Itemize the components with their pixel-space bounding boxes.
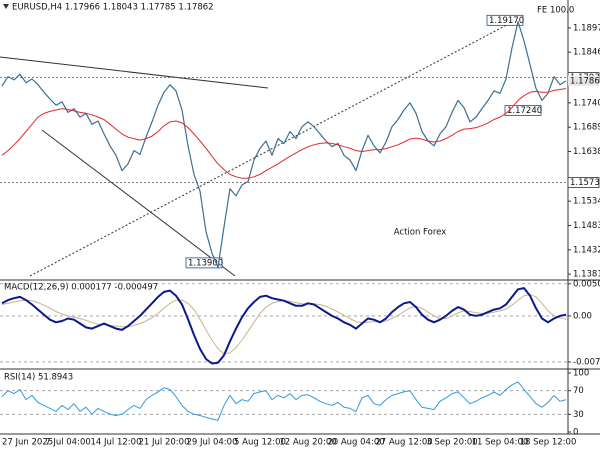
trendline bbox=[41, 129, 236, 277]
y-tick-label: 1.18460 bbox=[573, 48, 600, 58]
y-tick-label: 1.14830 bbox=[573, 221, 600, 231]
x-tick-label: 27 Aug 12:00 bbox=[375, 438, 432, 448]
y-tick-label: 1.15340 bbox=[573, 197, 600, 207]
x-tick-label: 3 Sep 20:00 bbox=[426, 438, 477, 448]
plot-layer: EURUSD,H4 1.17966 1.18043 1.17785 1.1786… bbox=[0, 3, 600, 448]
x-tick-label: 7 Jul 04:00 bbox=[45, 438, 91, 448]
x-tick-label: 5 Aug 12:00 bbox=[234, 438, 286, 448]
fe-label: FE 100.0 bbox=[537, 6, 574, 16]
series-line bbox=[1, 381, 567, 421]
y-tick-label: 70 bbox=[573, 386, 584, 396]
x-tick-label: 14 Jul 12:00 bbox=[91, 438, 142, 448]
level-box bbox=[185, 257, 223, 269]
level-label: 1.13900 bbox=[188, 258, 223, 268]
y-tick-label: -0.007261 bbox=[573, 357, 600, 367]
x-tick-label: 27 Jun 2025 bbox=[2, 438, 53, 448]
x-tick-label: 18 Sep 12:00 bbox=[520, 438, 577, 448]
y-tick-label: 1.13810 bbox=[573, 270, 600, 280]
y-tick-label: 1.16380 bbox=[573, 147, 600, 157]
price-box-label: 1.17862 bbox=[570, 76, 600, 86]
level-label: 1.17240 bbox=[507, 106, 542, 116]
level-box bbox=[504, 105, 542, 116]
price-box bbox=[567, 177, 600, 188]
y-tick-label: 1.17400 bbox=[573, 98, 600, 108]
y-tick-label: 100 bbox=[573, 369, 589, 379]
level-label: 1.19170 bbox=[489, 16, 524, 26]
panel-title: MACD(12,26,9) 0.000177 -0.000497 bbox=[4, 283, 158, 293]
y-tick-label: 1.14320 bbox=[573, 245, 600, 255]
y-tick-label: 0.005077 bbox=[573, 279, 600, 289]
y-tick-label: 1.16890 bbox=[573, 123, 600, 133]
y-tick-label: 30 bbox=[573, 410, 584, 420]
x-tick-label: 20 Aug 04:00 bbox=[327, 438, 384, 448]
trendline bbox=[0, 56, 269, 89]
symbol-icon bbox=[3, 4, 9, 9]
x-tick-label: 29 Jul 04:00 bbox=[187, 438, 238, 448]
y-tick-label: 0.00 bbox=[573, 311, 592, 321]
x-tick-label: 12 Aug 20:00 bbox=[279, 438, 336, 448]
price-box bbox=[568, 75, 599, 86]
panel-title: RSI(14) 51.8943 bbox=[4, 373, 73, 383]
level-box bbox=[486, 14, 524, 26]
series-line bbox=[1, 287, 567, 365]
y-tick-label: 1.18970 bbox=[573, 23, 600, 33]
price-box-label: 1.15730 bbox=[570, 178, 600, 188]
x-tick-label: 21 Jul 20:00 bbox=[139, 438, 190, 448]
series-line bbox=[1, 88, 567, 179]
series-line bbox=[1, 21, 567, 269]
panel-title: EURUSD,H4 1.17966 1.18043 1.17785 1.1786… bbox=[12, 3, 214, 13]
x-tick-label: 11 Sep 04:00 bbox=[472, 438, 529, 448]
watermark: Action Forex bbox=[394, 228, 447, 238]
y-tick-label: 0 bbox=[573, 428, 578, 438]
